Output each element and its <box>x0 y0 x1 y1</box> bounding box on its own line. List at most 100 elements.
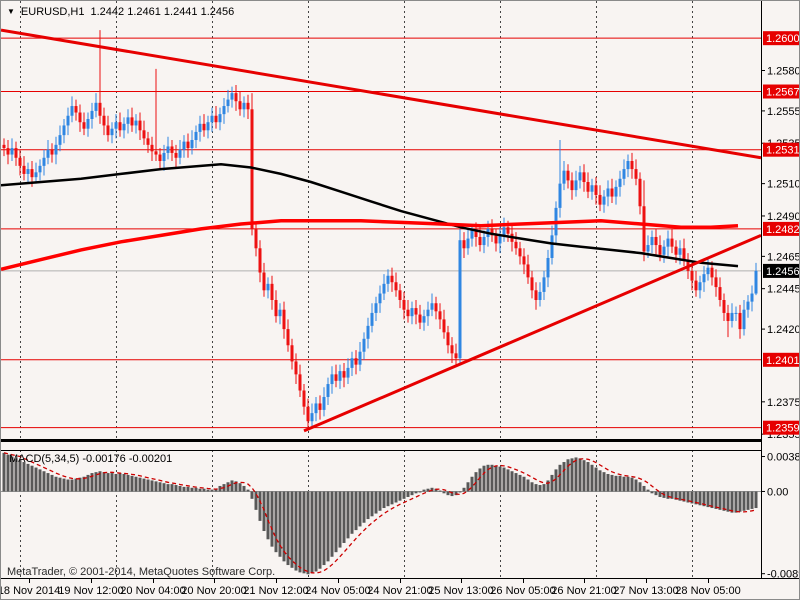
candle-body <box>130 117 134 126</box>
macd-histogram-bar <box>526 479 530 492</box>
macd-histogram-bar <box>598 470 602 492</box>
candle-body <box>650 236 654 246</box>
macd-histogram-bar <box>370 491 374 517</box>
candle-body <box>482 236 486 246</box>
macd-histogram-bar <box>158 482 162 492</box>
candle-body <box>634 169 638 179</box>
macd-histogram-bar <box>186 486 190 492</box>
macd-histogram-bar <box>346 491 350 539</box>
macd-histogram-bar <box>710 491 714 509</box>
descending-resistance-trendline[interactable] <box>1 28 762 160</box>
macd-histogram-bar <box>358 491 362 527</box>
macd-histogram-bar <box>554 469 558 492</box>
macd-histogram-bar <box>18 460 22 492</box>
candle-body <box>238 101 242 110</box>
level-price-marker-label: 1.2482 <box>766 224 800 236</box>
chart-dropdown-icon[interactable]: ▼ <box>7 7 15 16</box>
macd-histogram-bar <box>650 491 654 494</box>
time-tick-label: 18 Nov 2014 <box>1 585 60 597</box>
macd-histogram-bar <box>206 489 210 492</box>
macd-histogram-bar <box>674 491 678 500</box>
macd-histogram-bar <box>426 488 430 492</box>
candle-body <box>122 123 126 131</box>
macd-histogram-bar <box>642 485 646 492</box>
macd-histogram-bar <box>486 464 490 492</box>
macd-histogram-bar <box>14 458 18 492</box>
price-tick-label: 1.2510 <box>767 179 800 191</box>
macd-histogram-bar <box>302 491 306 574</box>
candle-body <box>378 293 382 304</box>
candle-body <box>106 125 110 136</box>
macd-histogram-bar <box>630 477 634 492</box>
candle-body <box>406 309 410 317</box>
candle-body <box>466 238 470 249</box>
candle-body <box>30 169 34 178</box>
ma-red-line[interactable] <box>1 219 739 272</box>
candle-body <box>678 248 682 255</box>
macd-histogram-bar <box>398 491 402 501</box>
candle-body <box>2 144 6 149</box>
candle-body <box>354 358 358 365</box>
macd-histogram-bar <box>462 487 466 492</box>
candle-body <box>222 106 226 115</box>
macd-histogram-bar <box>450 491 454 497</box>
candle-body <box>478 236 482 246</box>
macd-histogram-bar <box>722 491 726 511</box>
candle-body <box>722 300 726 313</box>
candle-body <box>746 301 750 310</box>
macd-histogram-bar <box>610 474 614 492</box>
macd-histogram-bar <box>262 491 266 532</box>
candle-body <box>442 319 446 333</box>
macd-histogram-bar <box>466 482 470 492</box>
candle-body <box>362 338 366 352</box>
macd-histogram-bar <box>414 491 418 494</box>
ma-black-line[interactable] <box>1 162 739 268</box>
macd-histogram-bar <box>726 491 730 512</box>
macd-histogram-bar <box>470 476 474 492</box>
macd-histogram-bar <box>702 491 706 507</box>
candle-body <box>346 367 350 378</box>
candle-body <box>382 283 386 294</box>
time-tick-label: 21 Nov 12:00 <box>243 585 308 597</box>
time-tick-label: 20 Nov 20:00 <box>181 585 246 597</box>
candle-body <box>474 230 478 237</box>
level-price-marker-label: 1.2567 <box>766 87 800 99</box>
macd-histogram-bar <box>194 487 198 492</box>
macd-histogram-bar <box>246 489 250 492</box>
price-tick-label: 1.2465 <box>767 251 800 263</box>
candle-body <box>350 358 354 368</box>
candle-body <box>450 345 454 354</box>
candle-body <box>246 102 250 110</box>
candle-body <box>34 172 38 178</box>
candle-body <box>22 165 26 174</box>
macd-histogram-bar <box>750 491 754 509</box>
candle-body <box>518 248 522 257</box>
candle-body <box>54 144 58 155</box>
candle-body <box>138 120 142 131</box>
candle-body <box>682 248 686 260</box>
candle-body <box>66 115 70 126</box>
macd-histogram-bar <box>174 485 178 492</box>
candle-body <box>626 161 630 170</box>
candle-body <box>526 264 530 278</box>
macd-histogram-bar <box>254 491 258 510</box>
macd-histogram-bar <box>582 460 586 492</box>
candle-body <box>458 240 462 359</box>
candle-body <box>166 146 170 153</box>
ascending-support-trendline[interactable] <box>303 233 762 433</box>
macd-histogram-bar <box>66 479 70 492</box>
macd-histogram-bar <box>458 491 462 493</box>
macd-histogram-bar <box>114 473 118 492</box>
candle-body <box>630 161 634 170</box>
candle-body <box>534 290 538 301</box>
candle-body <box>546 257 550 278</box>
macd-histogram-bar <box>170 484 174 492</box>
macd-histogram-bar <box>386 491 390 507</box>
macd-histogram-bar <box>422 489 426 492</box>
level-lines-layer <box>1 37 761 429</box>
candle-body <box>78 112 82 123</box>
macd-histogram-bar <box>730 491 734 513</box>
candle-body <box>710 267 714 278</box>
macd-histogram-bar <box>198 488 202 492</box>
